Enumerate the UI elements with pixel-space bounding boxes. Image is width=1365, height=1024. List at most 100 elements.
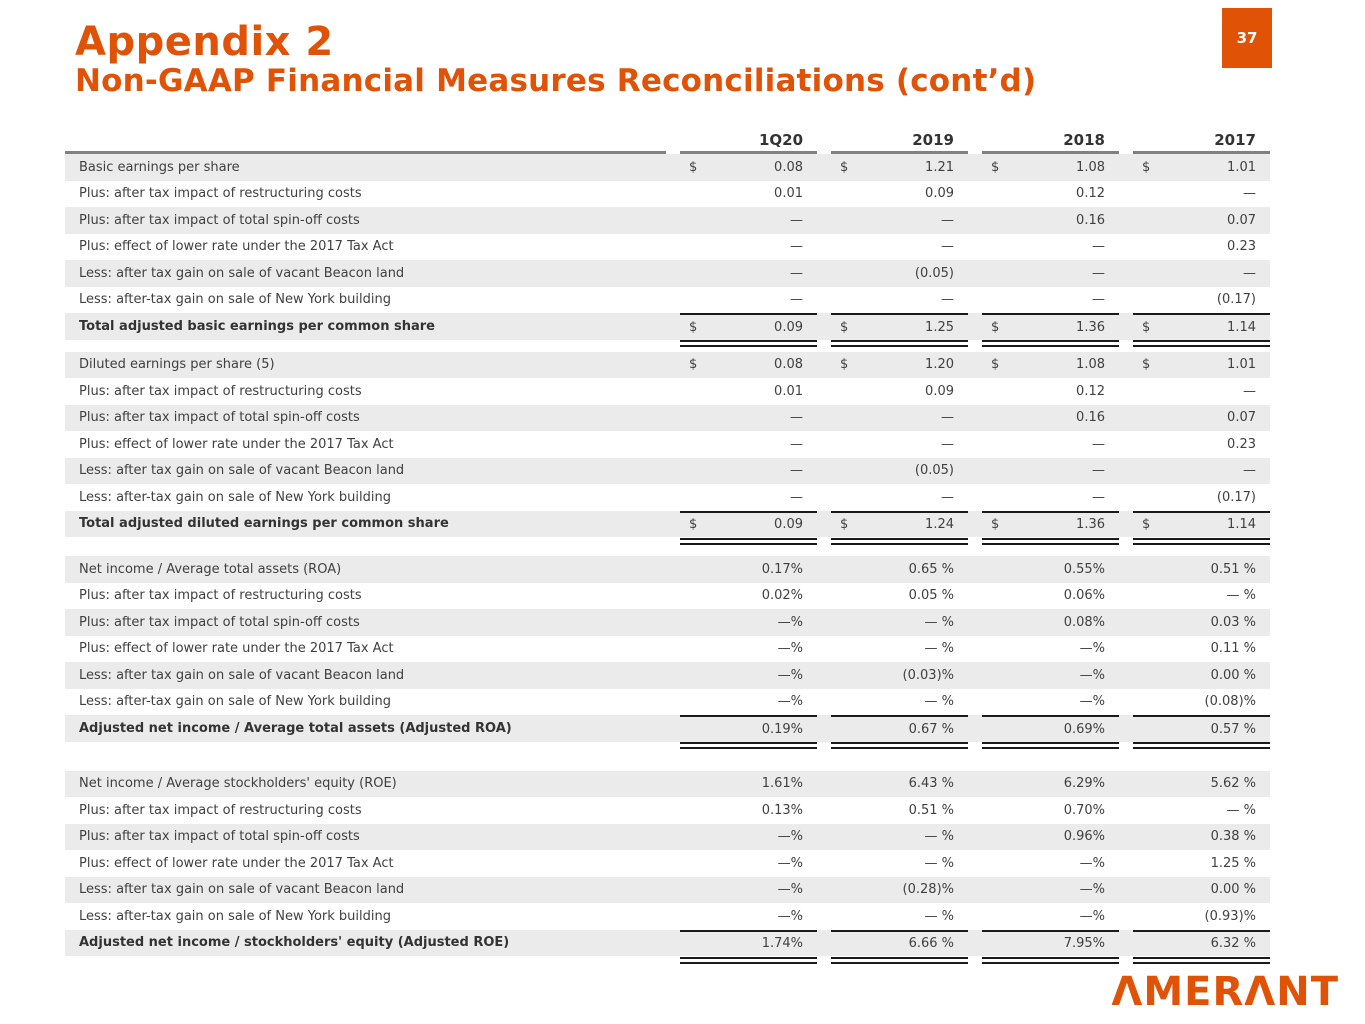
- row-label: Plus: after tax impact of total spin-off…: [79, 212, 360, 228]
- value-cell-2017: —: [1133, 260, 1270, 287]
- row-value: 0.03 %: [1210, 614, 1256, 630]
- row-value: —%: [1079, 855, 1105, 871]
- value-cell-1q20: —%: [680, 689, 817, 716]
- row-value: (0.03)%: [902, 667, 954, 683]
- row-label: Total adjusted diluted earnings per comm…: [79, 516, 449, 532]
- row-value: 0.96%: [1063, 829, 1105, 845]
- value-cell-2018: 0.96%: [982, 824, 1119, 851]
- table-row: Adjusted net income / Average total asse…: [65, 715, 1270, 742]
- row-value: —%: [777, 855, 803, 871]
- row-label: Adjusted net income / stockholders' equi…: [79, 935, 510, 951]
- row-label: Less: after tax gain on sale of vacant B…: [79, 882, 405, 898]
- column-header-2019: 2019: [831, 128, 968, 154]
- value-cell-1q20: —: [680, 234, 817, 261]
- value-cell-2017: $1.14: [1133, 313, 1270, 340]
- row-value: 0.09: [774, 517, 803, 533]
- value-cell-2019: $1.21: [831, 154, 968, 181]
- reconciliation-table: 1Q20 2019 2018 2017 Basic earnings per s…: [65, 128, 1270, 964]
- row-value: — %: [924, 694, 955, 710]
- row-value: —: [790, 265, 803, 281]
- row-value: —%: [1079, 908, 1105, 924]
- row-value: —%: [1079, 667, 1105, 683]
- row-value: —: [1243, 265, 1256, 281]
- value-cell-2018: —: [982, 431, 1119, 458]
- row-value: —: [1092, 436, 1105, 452]
- table-section-basic-eps: Basic earnings per share $0.08 $1.21 $1.…: [65, 154, 1270, 348]
- row-value: 0.16: [1076, 212, 1105, 228]
- value-cell-2017: 1.25 %: [1133, 850, 1270, 877]
- row-value: — %: [1226, 802, 1257, 818]
- row-value: (0.93)%: [1204, 908, 1256, 924]
- value-cell-2017: 0.03 %: [1133, 609, 1270, 636]
- row-value: 0.02%: [761, 588, 803, 604]
- column-header-2017: 2017: [1133, 128, 1270, 154]
- table-row: Less: after-tax gain on sale of New York…: [65, 484, 1270, 511]
- value-cell-1q20: —%: [680, 662, 817, 689]
- row-value: 1.25 %: [1210, 855, 1256, 871]
- row-value: 0.55%: [1063, 561, 1105, 577]
- row-value: —: [1243, 463, 1256, 479]
- value-cell-1q20: —: [680, 405, 817, 432]
- slide-header: Appendix 2 Non-GAAP Financial Measures R…: [75, 20, 1036, 100]
- value-cell-2017: 0.07: [1133, 207, 1270, 234]
- row-value: 0.23: [1227, 239, 1256, 255]
- table-row: Plus: effect of lower rate under the 201…: [65, 636, 1270, 663]
- value-cell-1q20: $0.08: [680, 154, 817, 181]
- value-cell-1q20: 0.01: [680, 378, 817, 405]
- amerant-logo: ΛMERΛNT: [1111, 969, 1339, 1015]
- table-row: Plus: after tax impact of total spin-off…: [65, 404, 1270, 432]
- double-rule: [680, 956, 817, 964]
- value-cell-1q20: $0.09: [680, 313, 817, 340]
- row-value: 6.32 %: [1210, 936, 1256, 952]
- row-value: —: [1092, 489, 1105, 505]
- double-rule: [680, 742, 817, 749]
- row-value: —%: [1079, 641, 1105, 657]
- row-value: 0.12: [1076, 383, 1105, 399]
- row-value: 1.74%: [761, 936, 803, 952]
- value-cell-2018: $1.36: [982, 510, 1119, 538]
- currency-symbol: $: [991, 319, 1000, 335]
- row-label: Diluted earnings per share (5): [79, 357, 275, 373]
- value-cell-1q20: $0.09: [680, 510, 817, 538]
- page-number-badge: 37: [1222, 8, 1272, 68]
- value-cell-2017: 0.23: [1133, 431, 1270, 458]
- table-row: Less: after tax gain on sale of vacant B…: [65, 876, 1270, 903]
- column-header-1q20: 1Q20: [680, 128, 817, 154]
- row-value: (0.28)%: [902, 882, 954, 898]
- value-cell-1q20: —%: [680, 824, 817, 851]
- value-cell-1q20: 0.01: [680, 181, 817, 208]
- column-header-2018: 2018: [982, 128, 1119, 154]
- total-double-rule-row: [65, 537, 1270, 545]
- row-value: 1.01: [1227, 357, 1256, 373]
- row-value: —%: [777, 667, 803, 683]
- row-value: 0.65 %: [908, 561, 954, 577]
- value-cell-2018: 0.08%: [982, 609, 1119, 636]
- table-row: Plus: after tax impact of total spin-off…: [65, 609, 1270, 636]
- value-cell-2019: 0.65 %: [831, 556, 968, 583]
- row-label: Less: after-tax gain on sale of New York…: [79, 292, 391, 308]
- page-title: Appendix 2: [75, 19, 334, 65]
- row-value: —%: [777, 694, 803, 710]
- value-cell-2019: $1.20: [831, 352, 968, 379]
- row-value: 1.08: [1076, 357, 1105, 373]
- value-cell-1q20: —%: [680, 609, 817, 636]
- row-value: 1.24: [925, 517, 954, 533]
- row-value: 0.01: [774, 383, 803, 399]
- value-cell-2019: $1.25: [831, 313, 968, 340]
- row-value: 1.01: [1227, 159, 1256, 175]
- row-value: —%: [777, 908, 803, 924]
- table-row: Total adjusted basic earnings per common…: [65, 313, 1270, 340]
- double-rule: [831, 340, 968, 347]
- row-value: 0.08%: [1063, 614, 1105, 630]
- row-value: —: [1243, 186, 1256, 202]
- double-rule: [831, 537, 968, 545]
- currency-symbol: $: [840, 319, 849, 335]
- table-row: Net income / Average total assets (ROA) …: [65, 556, 1270, 583]
- row-label: Plus: effect of lower rate under the 201…: [79, 855, 394, 871]
- value-cell-1q20: 0.13%: [680, 797, 817, 824]
- value-cell-2019: 0.09: [831, 181, 968, 208]
- value-cell-2018: 0.06%: [982, 583, 1119, 610]
- value-cell-2017: (0.17): [1133, 484, 1270, 511]
- value-cell-2019: 0.51 %: [831, 797, 968, 824]
- row-value: 7.95%: [1063, 936, 1105, 952]
